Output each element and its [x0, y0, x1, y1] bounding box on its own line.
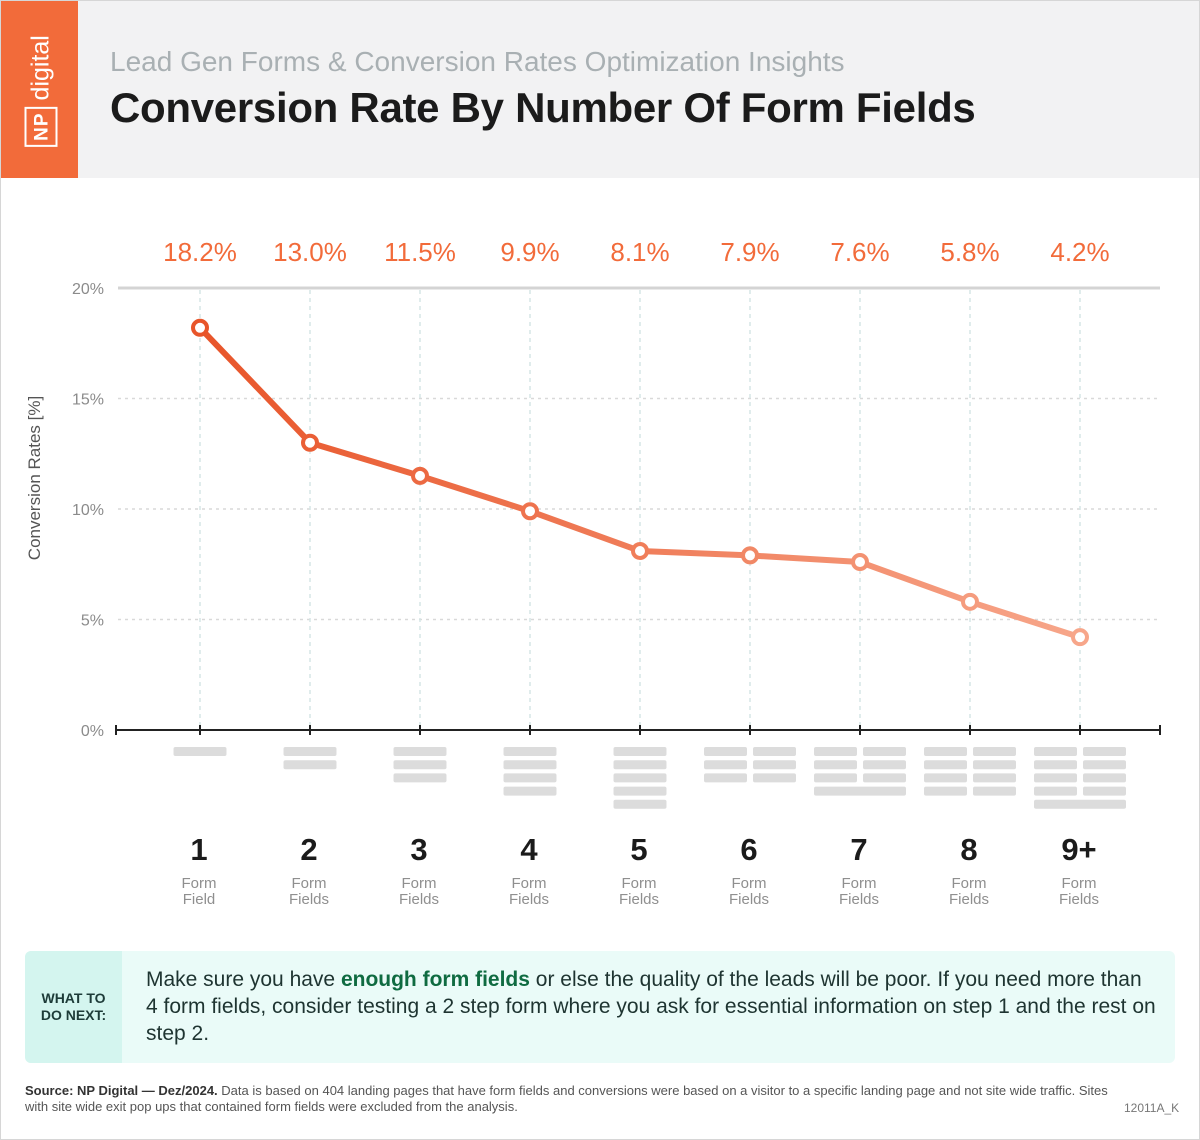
logo-np-box: NP	[24, 106, 58, 147]
cta-label-line1: WHAT TO	[41, 990, 106, 1006]
category-number: 8	[960, 832, 977, 867]
value-label: 5.8%	[940, 237, 999, 267]
category-unit-label: Form	[622, 875, 657, 892]
category-unit-label: Fields	[949, 891, 989, 908]
what-to-do-next-label: WHAT TO DO NEXT:	[25, 951, 122, 1063]
category-unit-label: Fields	[509, 891, 549, 908]
form-fields-icon	[173, 747, 227, 756]
what-to-do-next-box	[25, 951, 1175, 1063]
category-unit-label: Fields	[729, 891, 769, 908]
category-number: 1	[190, 832, 207, 867]
category-unit-label: Field	[183, 891, 216, 908]
data-point	[1071, 628, 1089, 647]
logo-digital-text: digital	[26, 35, 55, 101]
form-fields-icon	[283, 747, 337, 770]
value-label: 11.5%	[384, 237, 456, 267]
form-fields-icon	[393, 747, 447, 783]
value-label: 8.1%	[610, 237, 669, 267]
cta-text-before: Make sure you have	[146, 968, 341, 991]
form-fields-icon	[1034, 747, 1126, 809]
category-unit-label: Form	[292, 875, 327, 892]
page-subtitle: Lead Gen Forms & Conversion Rates Optimi…	[110, 46, 845, 77]
page-title: Conversion Rate By Number Of Form Fields	[110, 84, 976, 131]
line-chart: 0% 5% 10% 15% 20% 18.2% 13.0% 11.5% 9.9% 8.1% 7.9…	[72, 237, 1161, 908]
y-tick-label: 15%	[72, 392, 104, 409]
source-note: Source: NP Digital — Dez/2024. Data is b…	[25, 1083, 1115, 1115]
category-unit-label: Fields	[399, 891, 439, 908]
cta-text-after: or else the quality of the leads will be…	[146, 968, 1156, 1045]
source-label: Source: NP Digital — Dez/2024.	[25, 1083, 218, 1098]
source-text: Data is based on 404 landing pages that …	[25, 1083, 1108, 1114]
form-fields-icon	[704, 747, 796, 783]
recommendation-text: Make sure you have enough form fields or…	[146, 966, 1156, 1047]
y-tick-label: 5%	[81, 613, 104, 630]
data-point	[961, 592, 979, 611]
category-unit-label: Fields	[619, 891, 659, 908]
y-tick-label: 0%	[81, 723, 104, 740]
value-label: 4.2%	[1050, 237, 1109, 267]
value-label: 13.0%	[273, 237, 347, 267]
category-unit-label: Form	[842, 875, 877, 892]
form-fields-icon	[924, 747, 1016, 796]
cta-label-line2: DO NEXT:	[40, 1007, 107, 1023]
y-tick-label: 10%	[72, 502, 104, 519]
value-label: 7.9%	[720, 237, 779, 267]
category-number: 6	[740, 832, 757, 867]
logo-wordmark: NP digital	[24, 35, 58, 147]
header-band	[1, 1, 1199, 178]
data-point	[301, 433, 319, 452]
category-unit-label: Fields	[1059, 891, 1099, 908]
value-label: 7.6%	[830, 237, 889, 267]
data-point	[521, 502, 539, 521]
data-point	[631, 541, 649, 560]
infographic-code: 12011A_K	[1124, 1101, 1180, 1115]
category-number: 2	[300, 832, 317, 867]
category-unit-label: Form	[732, 875, 767, 892]
form-fields-icon	[613, 747, 667, 809]
category-unit-label: Form	[402, 875, 437, 892]
category-number: 3	[410, 832, 427, 867]
data-point	[851, 553, 869, 572]
y-tick-label: 20%	[72, 281, 104, 298]
value-label: 9.9%	[500, 237, 559, 267]
np-digital-logo: NP digital	[1, 1, 78, 178]
category-number: 7	[850, 832, 867, 867]
category-number: 5	[630, 832, 647, 867]
category-number: 4	[520, 832, 538, 867]
data-point	[741, 546, 759, 565]
category-unit-label: Form	[512, 875, 547, 892]
value-label: 18.2%	[163, 237, 237, 267]
form-fields-icon	[503, 747, 557, 796]
y-axis-label: Conversion Rates [%]	[25, 395, 44, 561]
category-unit-label: Fields	[839, 891, 879, 908]
category-unit-label: Form	[182, 875, 217, 892]
category-number: 9+	[1061, 832, 1096, 867]
category-unit-label: Form	[952, 875, 987, 892]
form-fields-icon	[814, 747, 906, 796]
data-point	[411, 466, 429, 485]
category-unit-label: Form	[1062, 875, 1097, 892]
category-unit-label: Fields	[289, 891, 329, 908]
data-point	[191, 318, 209, 337]
cta-text-emphasis: enough form fields	[340, 968, 530, 991]
